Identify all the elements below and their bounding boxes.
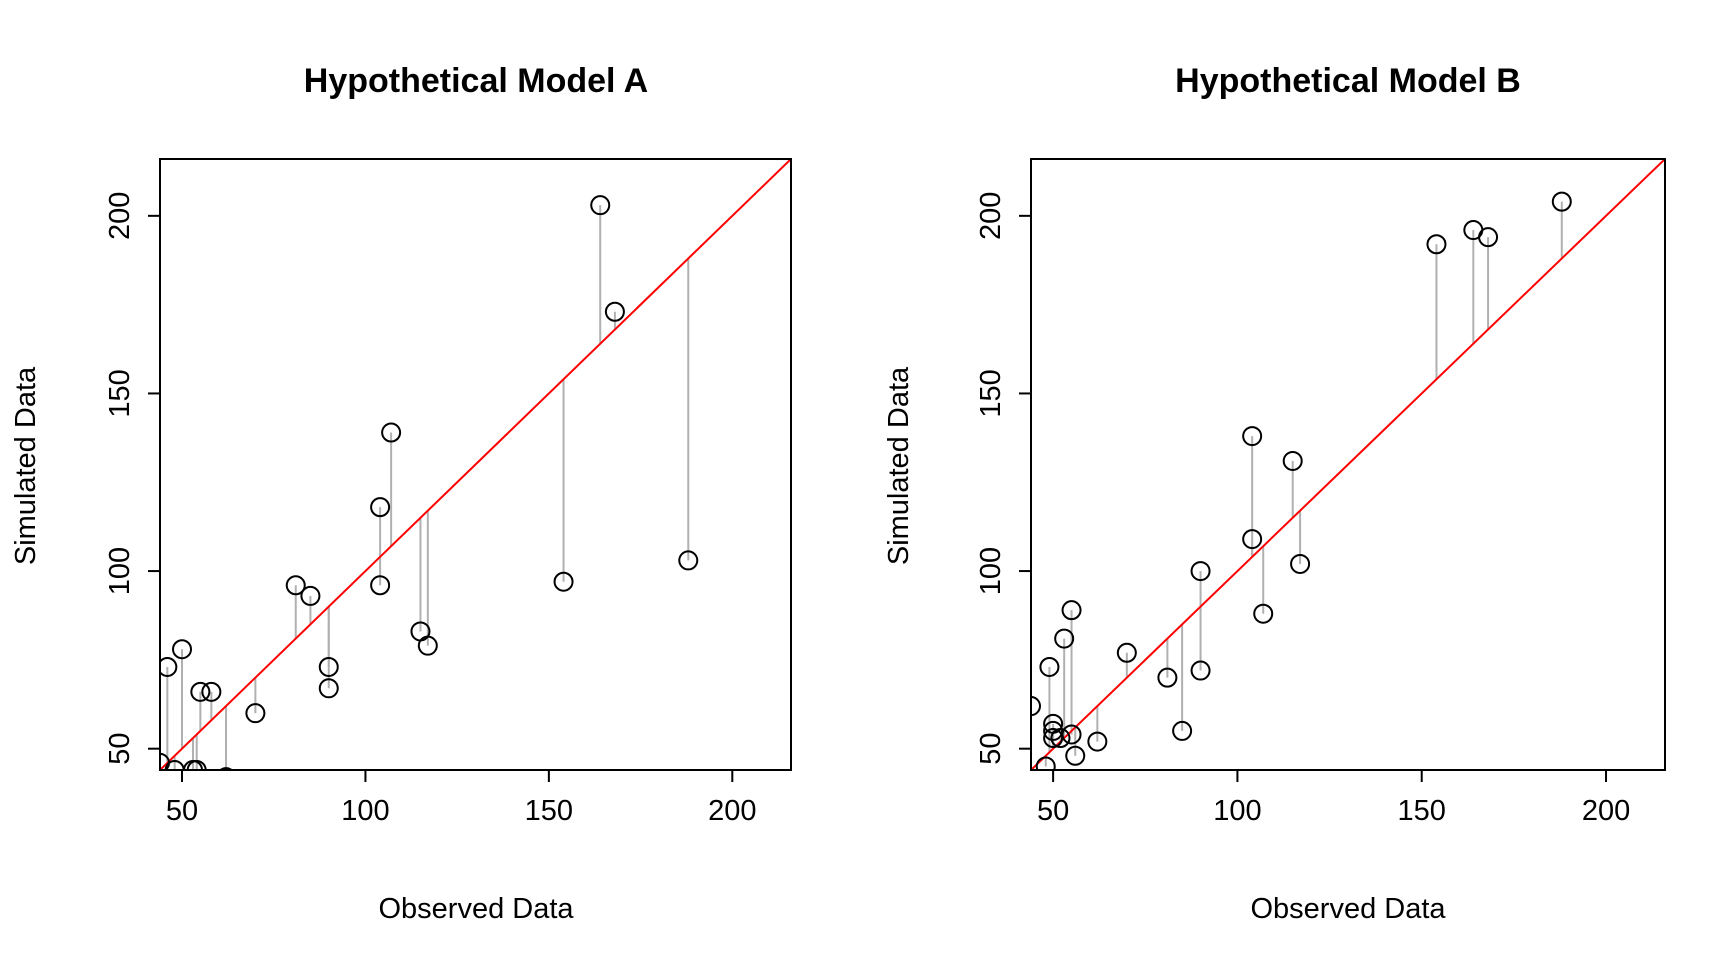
data-point	[1253, 603, 1274, 624]
data-point	[1478, 227, 1499, 248]
data-point	[1551, 191, 1572, 212]
data-point	[219, 767, 234, 770]
data-point	[604, 301, 625, 322]
data-point	[1043, 728, 1064, 749]
y-tick-label: 50	[104, 733, 136, 765]
data-point	[318, 678, 339, 699]
data-point	[300, 585, 321, 606]
data-point	[590, 195, 611, 216]
data-point	[417, 635, 438, 656]
plot-content	[160, 159, 791, 770]
data-point	[370, 575, 391, 596]
y-axis-label: Simulated Data	[883, 366, 915, 565]
data-point	[1242, 426, 1263, 447]
data-point	[1061, 600, 1082, 621]
data-point	[285, 575, 306, 596]
data-point	[1039, 656, 1060, 677]
data-point	[1242, 529, 1263, 550]
y-tick-label: 200	[104, 192, 136, 240]
reference-line	[160, 159, 791, 770]
panel-model-b: Hypothetical Model B 50 100 150 200 50 100 150…	[883, 62, 1666, 925]
plot-area: 50 100 150 200 50 100 150 200	[104, 158, 792, 827]
data-point	[1172, 720, 1193, 741]
data-point	[160, 656, 178, 677]
x-tick-label: 50	[1037, 795, 1069, 827]
data-point	[1043, 720, 1064, 741]
data-point	[245, 703, 266, 724]
data-point	[1290, 553, 1311, 574]
data-point	[678, 550, 699, 571]
x-axis-label: Observed Data	[1250, 893, 1446, 925]
data-point	[1065, 745, 1086, 766]
y-tick-label: 100	[104, 547, 136, 595]
data-point	[318, 656, 339, 677]
data-point	[1116, 642, 1137, 663]
data-point	[1282, 450, 1303, 471]
data-point	[1426, 234, 1447, 255]
data-point	[553, 571, 574, 592]
data-point	[370, 497, 391, 518]
y-tick-label: 200	[975, 192, 1007, 240]
data-point	[190, 681, 211, 702]
x-tick-label: 100	[1213, 795, 1261, 827]
x-tick-label: 50	[166, 795, 198, 827]
plot-frame	[159, 158, 792, 771]
data-point	[186, 760, 207, 770]
chart-title: Hypothetical Model B	[1175, 62, 1521, 100]
data-point	[1087, 731, 1108, 752]
data-point	[1157, 667, 1178, 688]
y-axis-label: Simulated Data	[10, 366, 42, 565]
x-tick-label: 100	[341, 795, 389, 827]
data-point	[1190, 660, 1211, 681]
data-point	[1061, 724, 1082, 745]
data-point	[1050, 728, 1071, 749]
x-tick-label: 150	[525, 795, 573, 827]
data-point	[172, 639, 193, 660]
data-point	[164, 760, 185, 770]
x-tick-label: 200	[1582, 795, 1630, 827]
x-axis-label: Observed Data	[378, 893, 574, 925]
data-point	[1054, 628, 1075, 649]
chart-title: Hypothetical Model A	[304, 62, 648, 100]
data-point	[381, 422, 402, 443]
reference-line	[1031, 159, 1665, 770]
y-tick-label: 150	[975, 369, 1007, 417]
y-tick-label: 100	[975, 547, 1007, 595]
data-point	[1035, 756, 1056, 770]
data-point	[201, 681, 222, 702]
plot-area: 50 100 150 200 50 100 150 200	[975, 158, 1666, 827]
plot-frame	[1030, 158, 1666, 771]
x-tick-label: 200	[708, 795, 756, 827]
plot-content	[1031, 159, 1665, 770]
data-point	[1190, 561, 1211, 582]
y-tick-label: 150	[104, 369, 136, 417]
x-tick-label: 150	[1398, 795, 1446, 827]
panel-model-a: Hypothetical Model A 50 100 150 200 50 100 150…	[10, 62, 792, 925]
y-tick-label: 50	[975, 733, 1007, 765]
data-point	[1031, 696, 1041, 717]
